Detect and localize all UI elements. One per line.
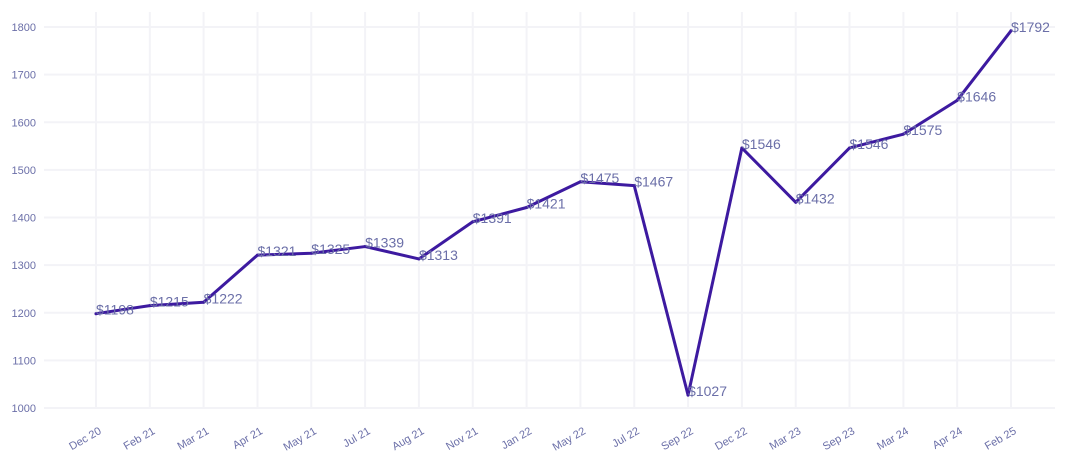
data-label: $1215 <box>150 294 189 310</box>
y-tick-label: 1000 <box>12 403 36 415</box>
data-label: $1027 <box>688 383 727 399</box>
data-label: $1575 <box>903 122 942 138</box>
x-tick-label: Sep 23 <box>821 425 857 453</box>
y-tick-label: 1400 <box>12 213 36 225</box>
data-point <box>901 132 905 136</box>
x-tick-label: Dec 22 <box>713 425 749 453</box>
y-tick-label: 1500 <box>12 165 36 177</box>
x-tick-label: Jan 22 <box>499 425 534 452</box>
x-tick-label: Dec 20 <box>67 425 103 453</box>
data-label: $1222 <box>204 290 243 306</box>
data-label: $1546 <box>850 136 889 152</box>
y-tick-label: 1300 <box>12 260 36 272</box>
y-tick-label: 1800 <box>12 22 36 34</box>
data-point <box>525 205 529 209</box>
data-point <box>363 245 367 249</box>
grid <box>44 12 1055 409</box>
y-tick-label: 1200 <box>12 308 36 320</box>
data-label: $1325 <box>311 241 350 257</box>
x-tick-label: Jul 22 <box>610 425 641 450</box>
data-label: $1467 <box>634 174 673 190</box>
x-axis: Dec 20 Feb 21 Mar 21 Apr 21 May 21 Jul 21 Aug … <box>67 425 1018 453</box>
x-tick-label: Mar 23 <box>768 425 804 453</box>
data-label: $1546 <box>742 136 781 152</box>
data-label: $1646 <box>957 88 996 104</box>
data-label: $1321 <box>257 243 296 259</box>
x-tick-label: Feb 25 <box>983 425 1019 453</box>
series-line <box>94 29 1013 397</box>
x-tick-label: Sep 22 <box>659 425 695 453</box>
x-tick-label: Apr 24 <box>931 425 965 452</box>
data-point <box>955 98 959 102</box>
data-point <box>417 257 421 261</box>
data-labels: $1198 $1215 $1222 $1321 $1325 $1339 $1313 $1391… <box>96 19 1050 399</box>
x-tick-label: Nov 21 <box>444 425 480 453</box>
data-point <box>471 220 475 224</box>
data-point <box>1009 29 1013 33</box>
data-point <box>202 300 206 304</box>
data-label: $1391 <box>473 210 512 226</box>
series-layer <box>94 29 1013 397</box>
x-tick-label: Feb 21 <box>122 425 158 453</box>
data-point <box>632 184 636 188</box>
data-label: $1475 <box>580 170 619 186</box>
data-point <box>94 312 98 316</box>
x-tick-label: Aug 21 <box>390 425 426 453</box>
data-label: $1432 <box>796 190 835 206</box>
data-point <box>740 146 744 150</box>
data-point <box>686 393 690 397</box>
data-point <box>148 304 152 308</box>
y-tick-label: 1700 <box>12 70 36 82</box>
x-tick-label: Apr 21 <box>231 425 265 452</box>
data-label: $1421 <box>527 195 566 211</box>
x-tick-label: Mar 24 <box>875 425 911 453</box>
data-point <box>255 253 259 257</box>
data-label: $1313 <box>419 247 458 263</box>
data-point <box>309 251 313 255</box>
data-point <box>578 180 582 184</box>
data-label: $1198 <box>96 302 134 318</box>
y-axis: 1000 1100 1200 1300 1400 1500 1600 1700 1800 <box>12 22 36 415</box>
y-tick-label: 1600 <box>12 117 36 129</box>
data-label: $1339 <box>365 235 404 251</box>
x-tick-label: Jul 21 <box>341 425 372 450</box>
data-point <box>848 146 852 150</box>
x-tick-label: Mar 21 <box>175 425 211 453</box>
y-tick-label: 1100 <box>12 355 36 367</box>
x-tick-label: May 21 <box>282 425 319 453</box>
data-point <box>794 200 798 204</box>
data-label: $1792 <box>1011 19 1050 35</box>
x-tick-label: May 22 <box>551 425 588 453</box>
